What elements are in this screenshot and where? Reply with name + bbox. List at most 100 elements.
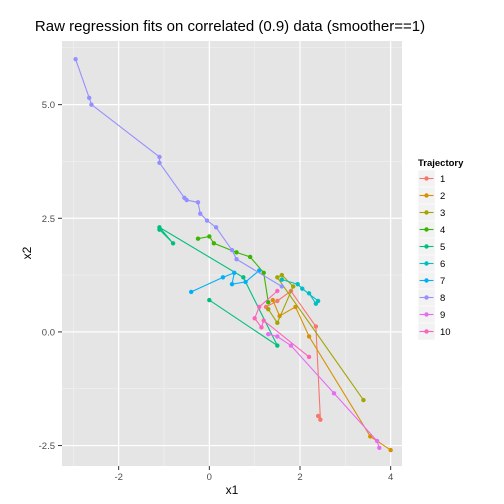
data-point	[259, 325, 264, 330]
data-point	[234, 256, 239, 262]
series-line-5	[159, 226, 279, 348]
legend-item-1: 1	[417, 169, 445, 188]
legend-key-point	[424, 227, 429, 232]
x-tick-label: 4	[388, 472, 393, 483]
data-point	[89, 102, 94, 107]
data-point	[257, 304, 262, 310]
data-point	[266, 300, 271, 305]
x-tick-label: 2	[297, 472, 302, 483]
data-point	[295, 281, 300, 287]
x-axis-title: x1	[226, 483, 239, 497]
data-point	[315, 413, 321, 419]
data-point	[261, 270, 266, 276]
data-point	[247, 254, 253, 260]
legend-key-point	[424, 295, 429, 300]
data-point	[243, 279, 248, 285]
legend-key-point	[424, 278, 429, 283]
data-point	[229, 281, 235, 287]
data-point	[374, 438, 380, 444]
data-point	[288, 343, 294, 348]
data-point	[388, 447, 393, 453]
legend-key-point	[424, 329, 429, 334]
y-axis-title: x2	[20, 246, 34, 259]
legend-item-7: 7	[417, 271, 445, 290]
data-point	[306, 334, 312, 339]
data-point	[275, 288, 280, 294]
data-point	[87, 95, 92, 101]
data-point	[275, 298, 280, 304]
data-point	[211, 241, 217, 246]
legend-label: 1	[440, 174, 445, 185]
data-point	[291, 284, 296, 289]
y-tick-label: -2.5	[39, 441, 55, 452]
data-point	[306, 354, 312, 360]
data-point	[270, 297, 275, 303]
series-line-2	[272, 299, 392, 451]
data-point	[313, 324, 319, 329]
series-9	[266, 331, 382, 451]
data-point	[293, 304, 298, 310]
legend-key-point	[424, 312, 429, 317]
legend-item-2: 2	[417, 186, 445, 205]
data-point	[213, 225, 219, 230]
legend: Trajectory 1 2 3 4 5 6 7 8 9 10	[417, 158, 464, 341]
data-point	[198, 211, 203, 216]
data-point	[261, 318, 266, 323]
legend-item-9: 9	[417, 305, 445, 324]
series-6	[279, 277, 321, 306]
series-1	[263, 288, 323, 422]
data-point	[266, 331, 271, 337]
data-point	[266, 306, 271, 312]
data-point	[73, 56, 78, 62]
data-point	[207, 297, 212, 303]
data-point	[189, 289, 194, 295]
data-point	[331, 391, 337, 396]
legend-label: 2	[440, 191, 445, 202]
data-point	[195, 200, 201, 205]
x-tick-label: -2	[114, 472, 122, 483]
legend-label: 10	[440, 327, 451, 338]
legend-label: 6	[440, 259, 445, 270]
series-10	[252, 288, 312, 360]
y-tick-label: 0.0	[42, 327, 55, 338]
data-point	[170, 241, 176, 246]
y-axis: -2.5 0.0 2.5 5.0	[39, 100, 62, 452]
data-point	[220, 275, 226, 280]
legend-title: Trajectory	[418, 158, 464, 169]
series-layer	[73, 56, 393, 453]
legend-item-8: 8	[417, 288, 445, 307]
legend-label: 7	[440, 276, 445, 287]
data-point	[279, 272, 285, 278]
y-tick-label: 2.5	[42, 214, 55, 225]
legend-item-10: 10	[417, 322, 451, 341]
legend-key-point	[424, 210, 429, 215]
data-point	[300, 286, 305, 291]
series-5	[157, 225, 280, 348]
x-axis: -2 0 2 4	[114, 466, 393, 483]
series-line-8	[75, 59, 283, 287]
data-point	[306, 291, 312, 296]
data-point	[204, 218, 210, 223]
data-point	[241, 275, 246, 280]
legend-item-4: 4	[417, 220, 445, 239]
data-point	[157, 154, 162, 160]
series-7	[189, 268, 262, 295]
data-point	[184, 197, 189, 203]
data-point	[229, 247, 235, 253]
legend-item-5: 5	[417, 237, 445, 256]
data-point	[195, 236, 201, 241]
legend-label: 8	[440, 293, 445, 304]
grid-major	[62, 41, 402, 466]
series-line-10	[254, 290, 310, 358]
data-point	[361, 397, 366, 403]
data-point	[207, 234, 212, 239]
legend-key-point	[424, 176, 429, 181]
chart-title: Raw regression fits on correlated (0.9) …	[35, 18, 425, 35]
data-point	[234, 250, 239, 255]
data-point	[315, 298, 321, 304]
data-point	[232, 270, 237, 276]
legend-key-point	[424, 193, 429, 198]
series-8	[73, 56, 285, 289]
legend-label: 9	[440, 310, 445, 321]
